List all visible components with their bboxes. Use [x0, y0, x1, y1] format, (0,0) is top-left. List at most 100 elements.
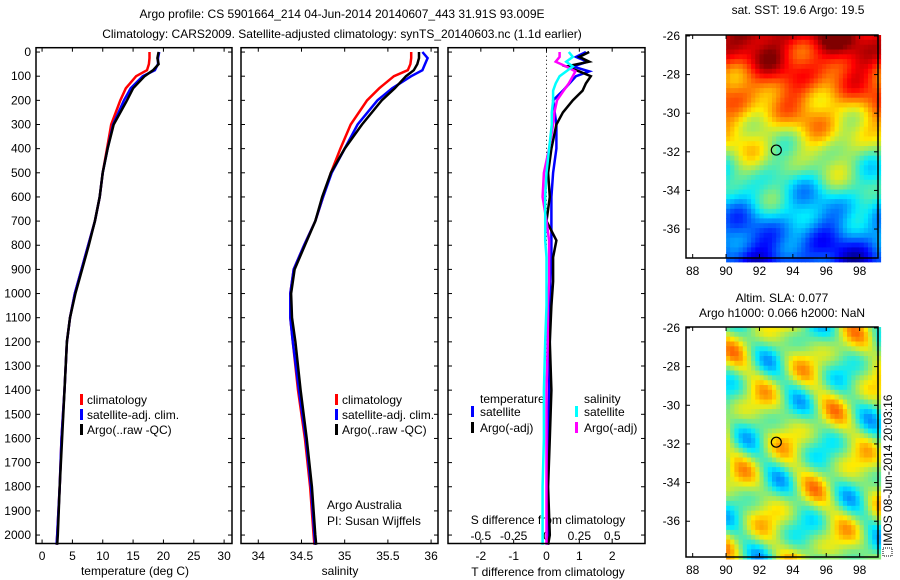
map-cell	[826, 549, 831, 555]
map-cell	[784, 385, 790, 391]
map-cell	[809, 112, 815, 118]
map-cell	[842, 351, 848, 357]
map-cell	[817, 360, 823, 367]
map-cell	[776, 35, 781, 41]
map-cell	[780, 447, 786, 454]
map-cell	[847, 208, 852, 215]
map-cell	[847, 252, 852, 258]
map-cell	[805, 141, 811, 147]
map-cell	[834, 35, 840, 41]
map-cell	[726, 179, 731, 186]
map-cell	[763, 136, 769, 142]
map-cell	[817, 208, 823, 215]
map-cell	[784, 476, 790, 483]
map-cell	[872, 39, 877, 46]
map-cell	[755, 414, 761, 420]
map-cell	[813, 131, 819, 137]
map-cell	[809, 428, 815, 434]
map-cell	[755, 92, 761, 99]
map-cell	[751, 341, 756, 347]
map-cell	[826, 414, 831, 420]
map-cell	[734, 457, 740, 463]
map-cell	[797, 346, 802, 352]
map-cell	[767, 247, 773, 253]
map-cell	[847, 170, 852, 176]
map-cell	[801, 78, 806, 84]
lon-tick-label: 94	[786, 264, 800, 278]
map-cell	[746, 64, 752, 70]
map-cell	[872, 49, 877, 55]
map-cell	[759, 165, 765, 171]
map-cell	[863, 257, 869, 263]
map-cell	[813, 428, 819, 434]
map-cell	[742, 496, 748, 502]
map-cell	[851, 399, 857, 405]
map-cell	[801, 462, 806, 468]
xtick-label: 25	[187, 549, 201, 563]
map-cell	[863, 68, 869, 75]
map-cell	[730, 452, 735, 458]
map-cell	[813, 438, 819, 444]
map-cell	[759, 208, 765, 215]
map-cell	[830, 257, 836, 263]
map-cell	[742, 525, 748, 531]
map-cell	[851, 331, 857, 338]
map-cell	[772, 433, 777, 439]
map-cell	[834, 64, 840, 70]
map-cell	[734, 486, 740, 492]
map-cell	[730, 447, 735, 454]
map-cell	[797, 203, 802, 210]
map-cell	[801, 121, 806, 128]
map-cell	[788, 447, 794, 454]
map-cell	[801, 336, 806, 343]
map-cell	[863, 208, 869, 215]
map-cell	[842, 380, 848, 386]
map-cell	[830, 49, 836, 55]
map-cell	[788, 500, 794, 507]
map-cell	[751, 385, 756, 391]
map-cell	[746, 496, 752, 502]
map-cell	[847, 102, 852, 108]
map-cell	[759, 525, 765, 531]
map-cell	[738, 438, 744, 444]
map-cell	[776, 232, 781, 239]
map-cell	[851, 462, 857, 468]
map-cell	[738, 476, 744, 483]
map-cell	[730, 341, 735, 347]
map-cell	[730, 418, 735, 425]
map-cell	[759, 170, 765, 176]
map-cell	[797, 78, 802, 84]
map-cell	[822, 78, 827, 84]
map-cell	[726, 54, 731, 60]
map-cell	[755, 476, 761, 483]
map-cell	[817, 389, 823, 396]
map-cell	[767, 237, 773, 244]
map-cell	[738, 117, 744, 123]
map-cell	[851, 327, 857, 333]
map-cell	[830, 544, 836, 550]
map-cell	[746, 375, 752, 381]
map-cell	[792, 370, 798, 376]
map-cell	[742, 54, 748, 60]
map-cell	[855, 529, 861, 536]
map-cell	[859, 88, 865, 94]
map-cell	[746, 500, 752, 507]
map-cell	[859, 423, 865, 429]
map-cell	[834, 232, 840, 239]
map-cell	[838, 447, 844, 454]
map-cell	[788, 131, 794, 137]
map-cell	[851, 107, 857, 113]
map-cell	[746, 247, 752, 253]
map-cell	[872, 452, 877, 458]
map-cell	[759, 428, 765, 434]
map-cell	[851, 534, 857, 541]
map-cell	[734, 88, 740, 94]
map-cell	[826, 213, 831, 219]
map-cell	[868, 336, 873, 343]
map-cell	[726, 375, 731, 381]
map-cell	[784, 223, 790, 229]
map-cell	[755, 199, 761, 205]
map-cell	[838, 121, 844, 128]
map-cell	[838, 472, 844, 478]
map-cell	[851, 515, 857, 521]
